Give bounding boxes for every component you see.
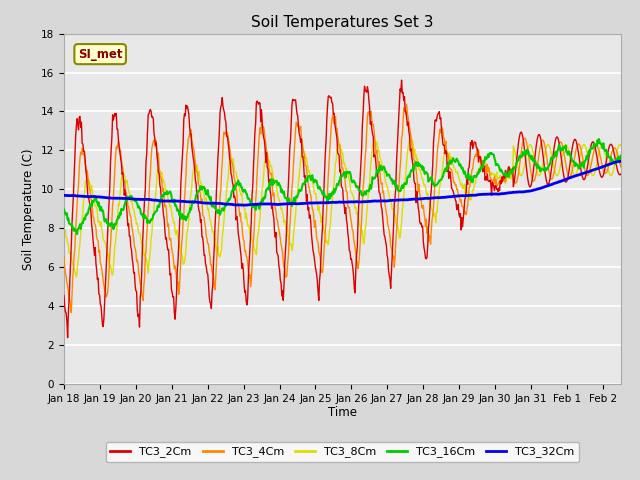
- Text: SI_met: SI_met: [78, 48, 122, 60]
- Y-axis label: Soil Temperature (C): Soil Temperature (C): [22, 148, 35, 270]
- X-axis label: Time: Time: [328, 407, 357, 420]
- Title: Soil Temperatures Set 3: Soil Temperatures Set 3: [251, 15, 434, 30]
- Legend: TC3_2Cm, TC3_4Cm, TC3_8Cm, TC3_16Cm, TC3_32Cm: TC3_2Cm, TC3_4Cm, TC3_8Cm, TC3_16Cm, TC3…: [106, 442, 579, 462]
